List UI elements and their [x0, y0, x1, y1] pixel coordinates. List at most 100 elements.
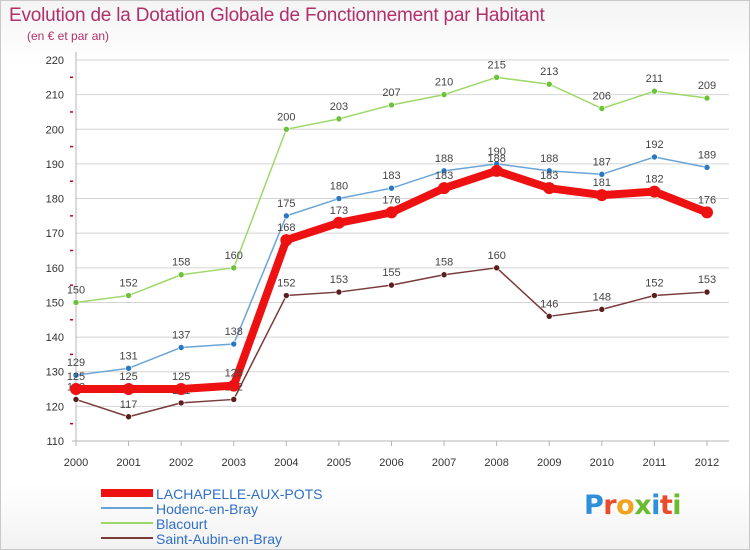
data-label: 200: [277, 111, 295, 123]
data-point: [701, 206, 713, 219]
data-label: 209: [698, 80, 716, 92]
data-point: [227, 379, 240, 392]
data-point: [438, 182, 451, 195]
y-tick-label: 130: [46, 367, 64, 379]
data-label: 168: [277, 222, 295, 234]
x-tick-label: 2001: [116, 457, 140, 469]
data-label: 126: [225, 368, 243, 380]
data-point: [125, 413, 132, 421]
data-point: [703, 164, 711, 171]
data-label: 125: [67, 371, 85, 383]
data-point: [122, 383, 135, 396]
y-tick-label: 110: [46, 436, 64, 448]
data-point: [598, 306, 606, 313]
data-point: [335, 115, 343, 123]
data-point: [385, 206, 398, 219]
data-point: [648, 185, 661, 198]
data-label: 206: [593, 90, 611, 102]
data-label: 215: [487, 59, 505, 71]
x-tick-label: 2008: [484, 457, 508, 469]
data-point: [545, 167, 553, 175]
series-line: [75, 267, 708, 418]
data-label: 137: [172, 329, 190, 341]
data-label: 131: [119, 350, 137, 362]
data-label: 188: [487, 153, 505, 165]
data-label: 153: [330, 274, 348, 286]
data-label: 160: [225, 250, 243, 262]
x-tick-label: 2000: [64, 457, 88, 469]
data-label: 183: [435, 170, 453, 182]
data-label: 183: [540, 170, 558, 182]
y-tick-label: 180: [46, 194, 64, 206]
data-label: 148: [593, 291, 611, 303]
data-point: [280, 234, 293, 247]
data-point: [440, 167, 448, 175]
data-point: [598, 105, 606, 112]
x-tick-label: 2002: [169, 457, 193, 469]
data-label: 187: [593, 156, 611, 168]
data-label: 182: [645, 174, 663, 186]
data-label: 192: [645, 139, 663, 151]
data-point: [493, 74, 500, 81]
data-label: 125: [172, 371, 190, 383]
data-point: [125, 292, 132, 299]
data-point: [595, 189, 608, 202]
x-tick-label: 2005: [327, 457, 351, 469]
data-point: [545, 80, 553, 88]
y-tick-label: 220: [46, 55, 64, 67]
x-tick-label: 2006: [379, 457, 403, 469]
logo-letter: i: [651, 490, 660, 521]
data-point: [651, 153, 658, 161]
data-label: 152: [277, 278, 295, 290]
data-label: 150: [67, 284, 85, 296]
data-label: 129: [67, 357, 85, 369]
y-tick-label: 190: [46, 159, 64, 171]
data-label: 213: [540, 66, 558, 78]
chart-subtitle: (en € et par an): [27, 29, 110, 43]
data-point: [177, 399, 185, 407]
x-tick-label: 2009: [537, 457, 561, 469]
legend-label: Blacourt: [156, 516, 208, 532]
data-point: [72, 371, 80, 379]
logo-letter: i: [672, 490, 682, 521]
logo-letter: o: [616, 490, 635, 521]
data-label: 176: [382, 194, 400, 206]
data-label: 173: [330, 205, 348, 217]
data-point: [230, 264, 238, 272]
data-point: [332, 216, 345, 229]
data-point: [545, 313, 553, 320]
data-label: 180: [330, 181, 348, 193]
data-point: [703, 94, 711, 102]
data-point: [598, 171, 606, 178]
data-label: 189: [698, 149, 716, 161]
data-point: [543, 182, 556, 195]
data-label: 210: [435, 77, 453, 89]
data-point: [177, 271, 185, 279]
data-point: [283, 212, 290, 220]
logo-letter: r: [603, 490, 617, 521]
data-point: [283, 292, 290, 299]
data-label: 207: [382, 87, 400, 99]
x-tick-label: 2010: [590, 457, 614, 469]
data-label: 138: [225, 326, 243, 338]
data-point: [335, 195, 343, 202]
data-label: 158: [172, 257, 190, 269]
data-label: 160: [487, 250, 505, 262]
data-point: [493, 264, 500, 272]
proxiti-logo: Proxiti: [584, 490, 682, 521]
x-tick-label: 2003: [222, 457, 246, 469]
data-label: 146: [540, 298, 558, 310]
data-label: 176: [698, 194, 716, 206]
y-tick-label: 210: [46, 90, 64, 102]
legend-swatch: [101, 507, 153, 509]
y-tick-label: 160: [46, 263, 64, 275]
data-point: [283, 125, 290, 133]
data-label: 181: [593, 177, 611, 189]
data-point: [125, 364, 132, 372]
logo-letter: x: [634, 490, 652, 521]
legend-label: LACHAPELLE-AUX-POTS: [156, 486, 323, 502]
x-tick-label: 2012: [695, 457, 719, 469]
data-label: 183: [382, 170, 400, 182]
